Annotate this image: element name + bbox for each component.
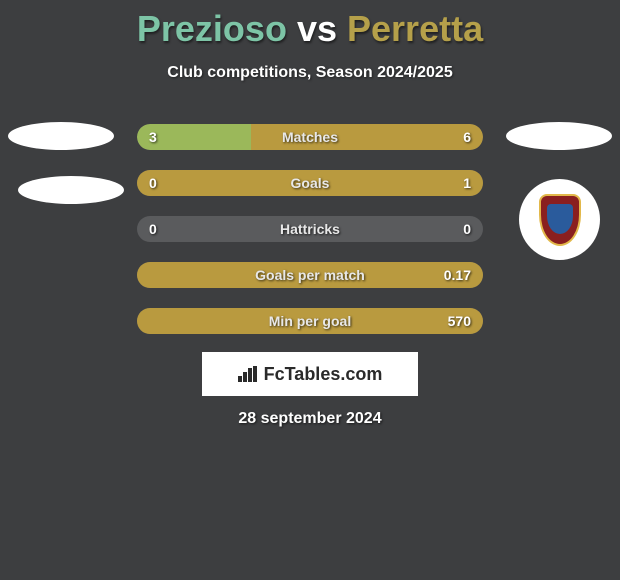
brand-text: FcTables.com (264, 364, 383, 385)
stat-label: Hattricks (137, 216, 483, 242)
stat-bars: 3 Matches 6 0 Goals 1 0 Hattricks 0 Goal… (137, 124, 483, 354)
player2-name: Perretta (347, 8, 483, 49)
vs-text: vs (297, 8, 337, 49)
stat-row-goals: 0 Goals 1 (137, 170, 483, 196)
player1-club-placeholder-2 (18, 176, 124, 204)
stat-right-value: 0.17 (444, 262, 471, 288)
comparison-title: Prezioso vs Perretta (0, 0, 620, 50)
stat-row-matches: 3 Matches 6 (137, 124, 483, 150)
player2-club-badge (519, 179, 600, 260)
stat-right-value: 570 (448, 308, 471, 334)
club-shield-icon (539, 194, 581, 246)
stat-label: Goals per match (137, 262, 483, 288)
stat-row-hattricks: 0 Hattricks 0 (137, 216, 483, 242)
player1-name: Prezioso (137, 8, 287, 49)
stat-label: Matches (137, 124, 483, 150)
brand-logo-icon (238, 366, 258, 382)
stat-label: Goals (137, 170, 483, 196)
stat-label: Min per goal (137, 308, 483, 334)
stat-right-value: 6 (463, 124, 471, 150)
player1-club-placeholder-1 (8, 122, 114, 150)
stat-row-mpg: Min per goal 570 (137, 308, 483, 334)
stat-right-value: 1 (463, 170, 471, 196)
player2-club-placeholder-1 (506, 122, 612, 150)
subtitle: Club competitions, Season 2024/2025 (0, 64, 620, 82)
snapshot-date: 28 september 2024 (0, 410, 620, 428)
stat-row-gpm: Goals per match 0.17 (137, 262, 483, 288)
stat-right-value: 0 (463, 216, 471, 242)
brand-badge[interactable]: FcTables.com (202, 352, 418, 396)
